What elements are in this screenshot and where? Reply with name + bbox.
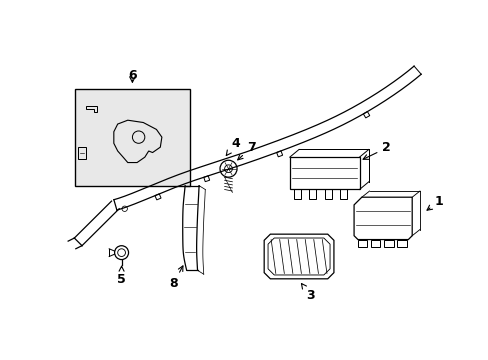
Text: 1: 1 bbox=[426, 194, 443, 210]
Bar bbox=[397, 239, 406, 247]
Text: 5: 5 bbox=[117, 266, 126, 286]
Bar bbox=[340, 189, 346, 199]
Bar bbox=[384, 239, 393, 247]
Bar bbox=[357, 239, 366, 247]
Text: 4: 4 bbox=[226, 137, 240, 156]
Bar bbox=[293, 189, 300, 199]
Bar bbox=[324, 189, 331, 199]
Text: 6: 6 bbox=[128, 69, 137, 82]
Text: 7: 7 bbox=[237, 141, 256, 160]
Bar bbox=[75, 89, 189, 186]
Bar bbox=[78, 147, 86, 159]
Text: 8: 8 bbox=[168, 266, 183, 291]
Bar bbox=[370, 239, 380, 247]
Text: 3: 3 bbox=[301, 284, 314, 302]
Text: 2: 2 bbox=[363, 141, 390, 159]
Bar bbox=[289, 157, 359, 189]
Bar bbox=[308, 189, 315, 199]
